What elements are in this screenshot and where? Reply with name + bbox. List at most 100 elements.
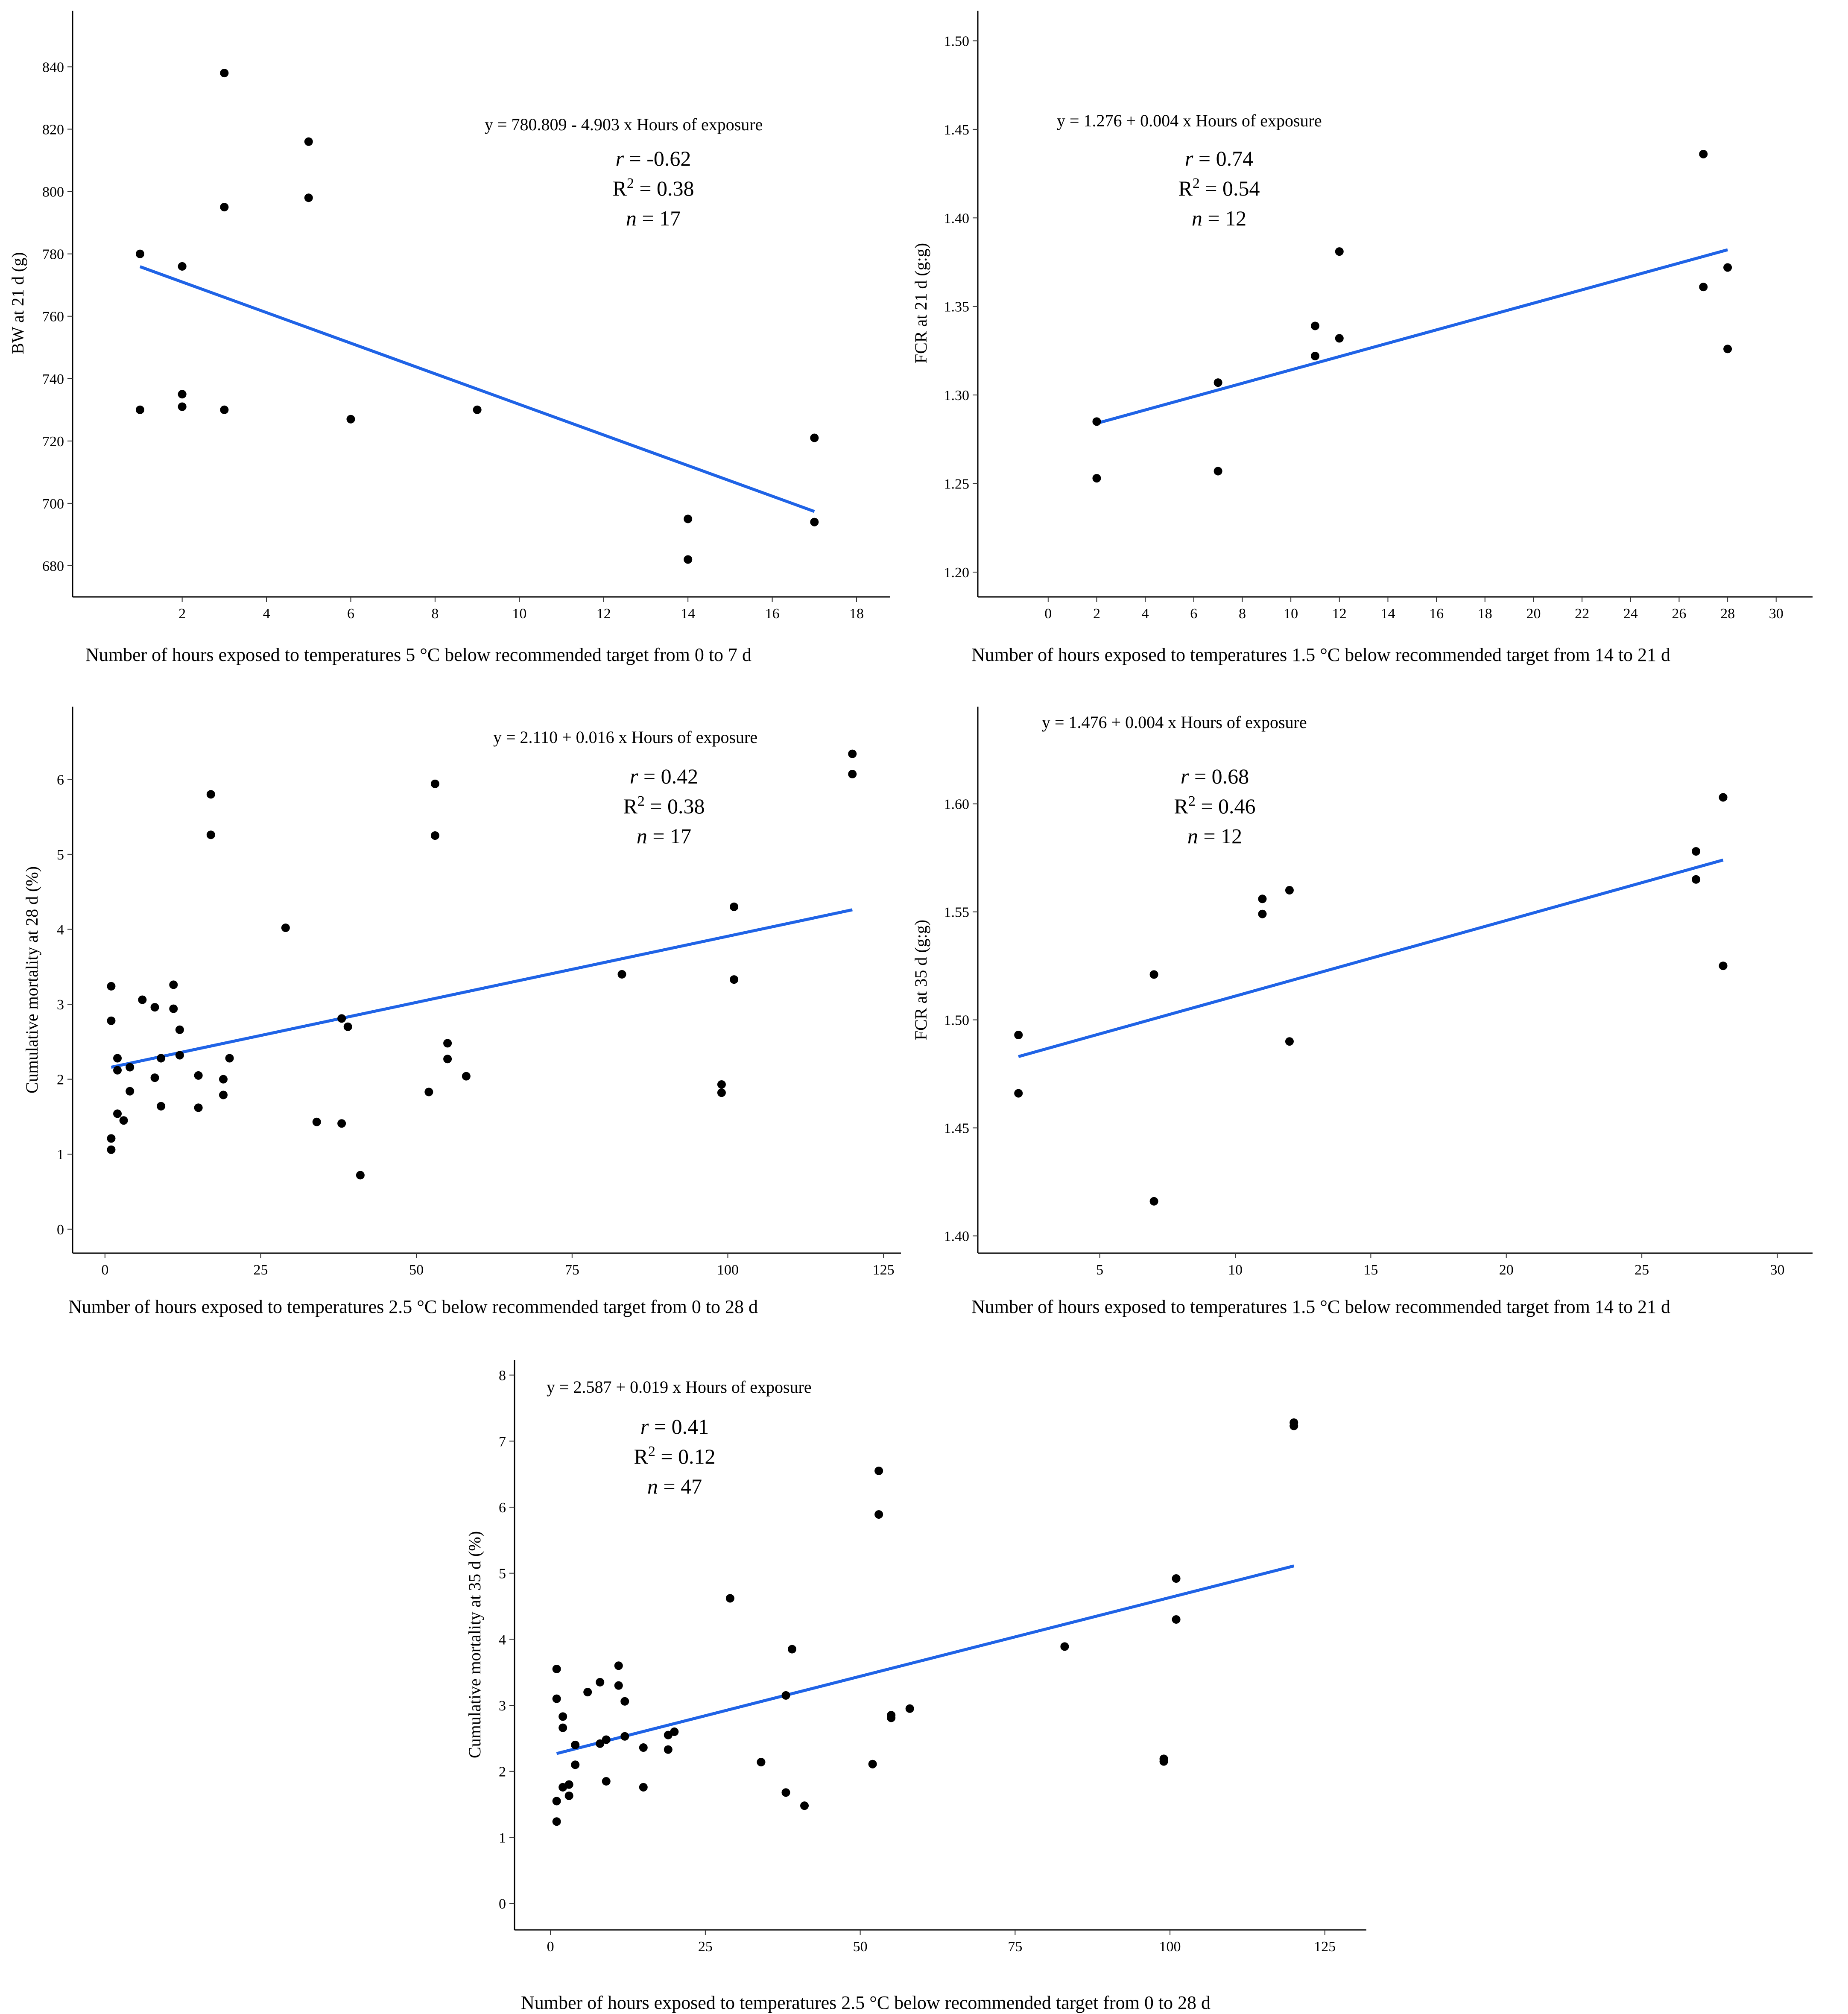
data-point <box>552 1817 561 1826</box>
x-tick-label: 10 <box>1228 1262 1243 1278</box>
x-tick-label: 28 <box>1720 606 1735 622</box>
data-point <box>552 1797 561 1806</box>
x-axis-label: Number of hours exposed to temperatures … <box>85 644 751 665</box>
data-point <box>219 1075 228 1084</box>
data-point <box>670 1727 679 1736</box>
y-tick-label: 0 <box>57 1222 64 1238</box>
data-point <box>113 1066 122 1075</box>
data-point <box>1172 1615 1181 1624</box>
data-point <box>810 433 819 442</box>
data-point <box>220 203 229 212</box>
x-axis-label: Number of hours exposed to temperatures … <box>971 644 1670 665</box>
data-point <box>1172 1574 1181 1583</box>
data-point <box>757 1758 766 1767</box>
data-point <box>868 1760 877 1768</box>
x-tick-label: 5 <box>1096 1262 1103 1278</box>
data-point <box>596 1739 605 1748</box>
data-point <box>1692 847 1701 856</box>
regression-line <box>1018 858 1724 1058</box>
x-tick-label: 0 <box>547 1939 554 1955</box>
data-point <box>169 980 178 989</box>
data-point <box>1723 345 1732 354</box>
data-point <box>905 1704 914 1713</box>
regression-equation: y = 2.587 + 0.019 x Hours of exposure <box>547 1377 812 1397</box>
data-point <box>194 1103 203 1112</box>
data-point <box>119 1116 128 1125</box>
y-tick-label: 7 <box>499 1434 506 1450</box>
data-point <box>717 1080 726 1089</box>
data-point <box>281 923 290 932</box>
y-tick-label: 1 <box>57 1147 64 1163</box>
r-squared: R2 = 0.54 <box>1178 175 1260 201</box>
data-point <box>107 1145 116 1154</box>
data-point <box>887 1713 896 1722</box>
data-point <box>337 1119 346 1128</box>
data-point <box>552 1664 561 1673</box>
data-point <box>356 1171 365 1180</box>
data-point <box>304 193 313 202</box>
y-tick-label: 1.50 <box>944 1013 970 1029</box>
y-tick-label: 800 <box>42 184 64 200</box>
data-point <box>552 1694 561 1703</box>
data-point <box>107 1016 116 1025</box>
x-tick-label: 100 <box>717 1262 739 1278</box>
data-point <box>684 514 693 523</box>
data-point <box>225 1054 234 1063</box>
correlation-r: r = 0.68 <box>1181 764 1249 788</box>
data-point <box>730 975 739 984</box>
data-point <box>169 1004 178 1013</box>
regression-line <box>1096 248 1728 425</box>
y-tick-label: 1.30 <box>944 388 970 403</box>
data-point <box>1092 474 1101 483</box>
data-point <box>564 1791 573 1800</box>
data-point <box>443 1039 452 1048</box>
data-point <box>620 1697 629 1706</box>
x-tick-label: 18 <box>1478 606 1492 622</box>
y-tick-label: 1 <box>499 1830 506 1846</box>
x-tick-label: 4 <box>1142 606 1149 622</box>
data-point <box>639 1743 648 1752</box>
data-point <box>1092 417 1101 426</box>
chart-panel-4: 5 10 15 20 25 30 1.40 1.45 1.50 1.55 1.60 Number of… <box>911 707 1813 1317</box>
data-point <box>617 970 626 979</box>
x-tick-label: 6 <box>347 606 354 622</box>
x-tick-label: 50 <box>853 1939 868 1955</box>
x-tick-label: 75 <box>1008 1939 1022 1955</box>
x-tick-label: 12 <box>597 606 611 622</box>
data-point <box>135 249 144 258</box>
data-point <box>157 1102 166 1111</box>
data-point <box>462 1072 471 1081</box>
y-tick-label: 1.55 <box>944 905 970 921</box>
data-point <box>874 1510 883 1519</box>
data-point <box>1149 1197 1158 1206</box>
y-tick-label: 680 <box>42 558 64 574</box>
data-point <box>113 1054 122 1063</box>
y-tick-label: 4 <box>57 922 64 938</box>
data-point <box>848 749 857 758</box>
data-point <box>346 415 355 424</box>
data-point <box>150 1073 159 1082</box>
x-tick-label: 22 <box>1575 606 1589 622</box>
data-point <box>1290 1421 1298 1430</box>
data-point <box>781 1691 790 1700</box>
data-point <box>178 262 187 271</box>
data-point <box>1213 467 1222 476</box>
y-tick-label: 1.35 <box>944 299 970 315</box>
data-point <box>194 1071 203 1080</box>
x-tick-label: 25 <box>254 1262 268 1278</box>
y-tick-label: 1.45 <box>944 122 970 138</box>
data-point <box>1060 1642 1069 1651</box>
data-point <box>157 1054 166 1063</box>
data-point <box>848 770 857 779</box>
data-point <box>1213 378 1222 387</box>
x-axis-label: Number of hours exposed to temperatures … <box>521 1992 1211 2013</box>
y-tick-label: 1.25 <box>944 476 970 492</box>
y-tick-label: 2 <box>499 1764 506 1780</box>
x-tick-label: 14 <box>1380 606 1395 622</box>
data-point <box>1285 886 1294 895</box>
x-tick-label: 8 <box>1239 606 1246 622</box>
x-tick-label: 125 <box>873 1262 895 1278</box>
y-tick-label: 5 <box>57 847 64 863</box>
y-tick-label: 740 <box>42 371 64 387</box>
correlation-r: r = 0.41 <box>640 1415 709 1438</box>
